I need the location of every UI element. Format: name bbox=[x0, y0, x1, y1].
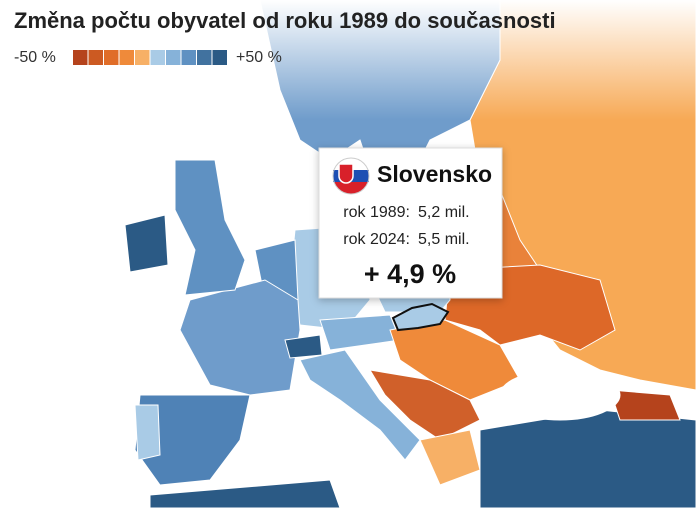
legend-swatch bbox=[181, 50, 196, 65]
legend-swatch bbox=[166, 50, 181, 65]
legend-swatch bbox=[212, 50, 227, 65]
ireland bbox=[124, 214, 169, 273]
slovakia bbox=[391, 302, 450, 332]
legend-swatch bbox=[104, 50, 119, 65]
iberia bbox=[134, 394, 251, 486]
legend-min: -50 % bbox=[14, 49, 56, 66]
black-sea bbox=[499, 369, 621, 421]
flag bbox=[332, 157, 370, 195]
legend-swatch bbox=[73, 50, 88, 65]
greece bbox=[419, 429, 481, 486]
legend: -50 % +50 % bbox=[14, 49, 282, 66]
turkey bbox=[479, 409, 696, 508]
legend-max: +50 % bbox=[236, 49, 282, 66]
legend-swatch bbox=[197, 50, 212, 65]
north-africa bbox=[149, 479, 341, 508]
row-value: 5,5 mil. bbox=[418, 231, 470, 248]
row-label: rok 1989: bbox=[343, 204, 410, 221]
portugal bbox=[134, 404, 161, 461]
title: Změna počtu obyvatel od roku 1989 do sou… bbox=[14, 8, 556, 33]
row-label: rok 2024: bbox=[343, 231, 410, 248]
tooltip-change: + 4,9 % bbox=[364, 259, 456, 289]
caucasus bbox=[609, 389, 681, 421]
legend-swatch bbox=[88, 50, 103, 65]
great-britain bbox=[174, 159, 246, 296]
tooltip: Slovensko rok 1989: 5,2 mil. rok 2024: 5… bbox=[318, 147, 503, 299]
tooltip-country: Slovensko bbox=[377, 161, 492, 187]
legend-swatch bbox=[135, 50, 150, 65]
hungary-romania bbox=[389, 319, 521, 401]
legend-swatch bbox=[150, 50, 165, 65]
legend-swatch bbox=[119, 50, 134, 65]
balkans bbox=[369, 369, 481, 441]
italy bbox=[299, 349, 421, 461]
row-value: 5,2 mil. bbox=[418, 204, 470, 221]
austria-czech bbox=[319, 314, 401, 351]
france bbox=[179, 279, 301, 396]
